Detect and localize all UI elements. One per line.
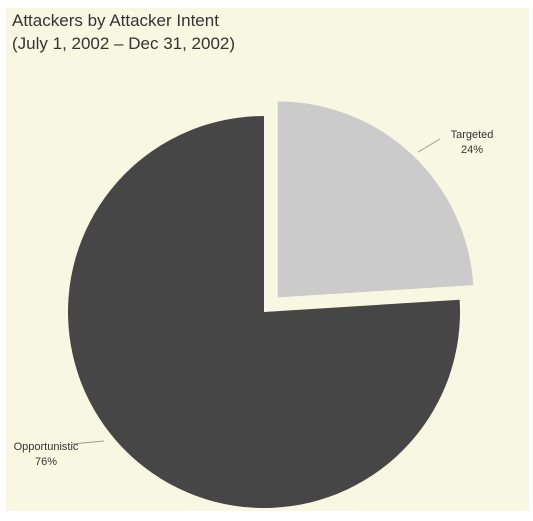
pie-slice-opportunistic [67, 116, 461, 508]
leader-line-targeted [417, 138, 441, 153]
slice-value-label-targeted: 24% [461, 144, 483, 156]
slice-value-label-opportunistic: 76% [35, 456, 57, 468]
chart-title: Attackers by Attacker Intent [12, 11, 219, 30]
slice-label-targeted: Targeted [451, 129, 494, 141]
pie-slice-targeted [277, 101, 474, 298]
chart-subtitle: (July 1, 2002 – Dec 31, 2002) [12, 34, 236, 53]
leader-line-opportunistic [71, 440, 105, 445]
slice-label-opportunistic: Opportunistic [14, 441, 79, 453]
